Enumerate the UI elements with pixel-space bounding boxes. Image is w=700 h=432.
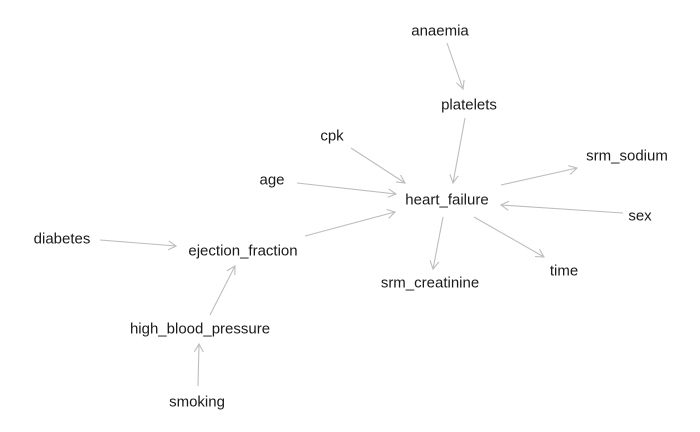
edge-diabetes-ejection_fraction [99, 239, 178, 251]
node-cpk: cpk [320, 127, 344, 145]
node-platelets: platelets [441, 96, 497, 114]
node-anaemia: anaemia [411, 22, 469, 40]
edge-heart_failure-srm_creatinine [429, 216, 444, 271]
node-heart_failure: heart_failure [405, 191, 489, 209]
edge-high_blood_pressure-ejection_fraction [209, 265, 236, 316]
node-time: time [549, 262, 579, 280]
edge-cpk-heart_failure [350, 147, 407, 184]
node-srm_creatinine: srm_creatinine [380, 274, 480, 292]
node-smoking: smoking [169, 393, 225, 411]
node-srm_sodium: srm_sodium [586, 147, 668, 165]
edge-sex-heart_failure [499, 200, 624, 214]
node-age: age [259, 171, 285, 189]
edge-ejection_fraction-heart_failure [304, 208, 397, 237]
node-ejection_fraction: ejection_fraction [188, 242, 298, 260]
edge-heart_failure-srm_sodium [500, 165, 579, 186]
edge-smoking-high_blood_pressure [193, 342, 204, 387]
edge-heart_failure-time [473, 216, 545, 258]
edge-age-heart_failure [296, 182, 398, 198]
edge-platelets-heart_failure [449, 117, 466, 185]
node-diabetes: diabetes [33, 230, 91, 248]
edge-anaemia-platelets [446, 42, 465, 91]
node-sex: sex [628, 207, 652, 225]
node-high_blood_pressure: high_blood_pressure [129, 320, 271, 338]
